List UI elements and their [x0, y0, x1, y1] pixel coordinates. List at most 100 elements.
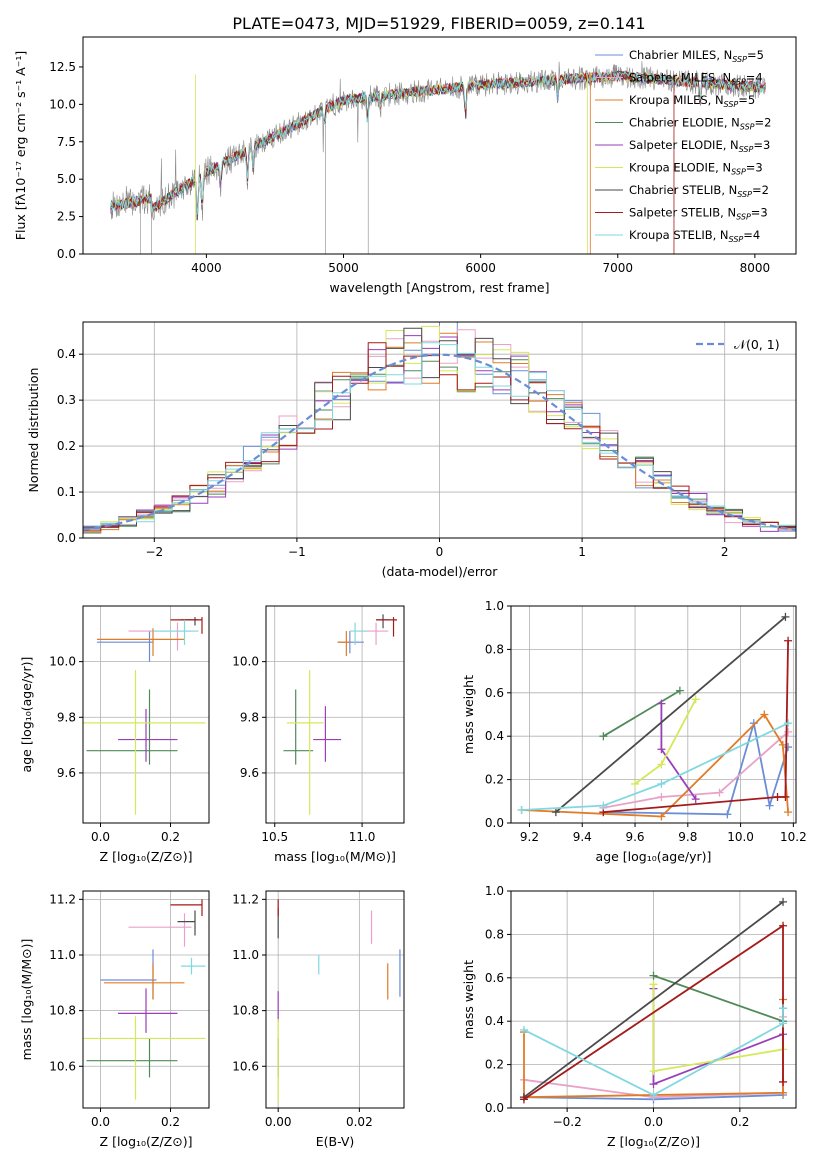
- x-tick-label: 0.2: [161, 1115, 180, 1129]
- legend-label-4: Salpeter ELODIE, NSSP=3: [629, 138, 770, 154]
- y-tick-label: 0.0: [485, 1101, 504, 1115]
- plot-area: [83, 322, 796, 538]
- panel-z_weight: −0.2 0.0 0.2 0.0 0.2 0.4 0.6 0.8 1.0 Z [log₁₀(Z/Z…: [461, 884, 797, 1149]
- legend-label-1: Salpeter MILES, NSSP=4: [629, 71, 763, 87]
- x-tick-label: 0.00: [265, 1115, 292, 1129]
- x-tick-label: 0: [436, 545, 444, 559]
- y-tick-label: 0.4: [485, 1014, 504, 1028]
- plot-area: [283, 614, 398, 815]
- y-tick-label: 0.8: [485, 927, 504, 941]
- legend-nssp: =2: [755, 116, 772, 130]
- legend-nssp: =2: [752, 183, 769, 197]
- axes-frame: [265, 890, 405, 1109]
- legend-label-0: Chabrier MILES, NSSP=5: [629, 48, 764, 64]
- weight-marker-5: [649, 980, 658, 989]
- y-tick-label: 0.4: [57, 347, 76, 361]
- panel-spectrum: 4000 5000 6000 7000 8000 0.0 2.5 5.0 7.5 10.0 12.5…: [13, 36, 797, 295]
- x-axis-label: mass [log₁₀(M/M⊙)]: [274, 849, 396, 864]
- y-tick-label: 0.0: [57, 247, 76, 261]
- x-tick-label: 0.02: [346, 1115, 373, 1129]
- x-tick-label: 4000: [191, 261, 222, 275]
- legend-nssp: =5: [738, 93, 755, 107]
- legend-model-name: Salpeter STELIB, N: [629, 206, 736, 220]
- legend-subscript: SSP: [724, 100, 739, 109]
- x-tick-label: 7000: [602, 261, 633, 275]
- weight-marker-8: [599, 801, 608, 810]
- y-tick-label: 11.2: [49, 892, 76, 906]
- x-tick-label: 0.0: [644, 1115, 663, 1129]
- weight-line-7: [603, 640, 789, 813]
- panel-z_mass: 0.0 0.2 10.6 10.8 11.0 11.2 Z [log₁₀(Z/Z⊙)] mas…: [19, 890, 210, 1149]
- weight-marker-5: [649, 1067, 658, 1076]
- legend-model-name: Kroupa STELIB, N: [629, 228, 729, 242]
- axes-frame: [510, 605, 797, 824]
- legend-model-name: Salpeter MILES, N: [629, 71, 731, 85]
- x-tick-label: 6000: [465, 261, 496, 275]
- y-tick-label: 9.6: [57, 766, 76, 780]
- plot-area: [519, 897, 788, 1104]
- legend-model-name: Chabrier ELODIE, N: [629, 116, 740, 130]
- y-tick-label: 0.2: [485, 1058, 504, 1072]
- y-axis-label: mass [log₁₀(M/M⊙)]: [19, 939, 34, 1061]
- weight-line-4: [652, 988, 784, 1086]
- y-tick-label: 0.2: [57, 439, 76, 453]
- axes-frame: [82, 605, 210, 824]
- weight-line-1: [603, 731, 789, 809]
- legend-subscript: SSP: [732, 55, 747, 64]
- weight-marker-1: [657, 792, 666, 801]
- panel-age_weight: 9.2 9.4 9.6 9.8 10.0 10.2 0.0 0.2 0.4 0.6 0.8 1.0 ag…: [461, 599, 807, 864]
- legend-subscript: SSP: [739, 145, 754, 154]
- weight-marker-7: [773, 792, 782, 801]
- weight-marker-8: [517, 805, 526, 814]
- y-tick-label: 0.3: [57, 393, 76, 407]
- weight-line-3: [602, 689, 681, 737]
- x-tick-label: −2: [145, 545, 163, 559]
- panel-z_age: 0.0 0.2 9.6 9.8 10.0 Z [log₁₀(Z/Z⊙)] age [log₁…: [19, 605, 210, 864]
- plot-area: [277, 899, 401, 1103]
- weight-marker-4: [649, 1080, 658, 1089]
- y-tick-label: 10.6: [49, 1059, 76, 1073]
- legend-subscript: SSP: [731, 78, 746, 87]
- weight-marker-7: [784, 636, 793, 645]
- weight-marker-3: [599, 732, 608, 741]
- y-tick-label: 10.0: [232, 655, 259, 669]
- y-tick-label: 10.6: [232, 1059, 259, 1073]
- plot-area: [83, 617, 206, 815]
- weight-marker-2: [784, 808, 793, 817]
- y-axis-label: Normed distribution: [26, 368, 41, 493]
- y-tick-label: 0.6: [485, 686, 504, 700]
- y-tick-label: 0.8: [485, 642, 504, 656]
- weight-line-8: [521, 722, 789, 811]
- weight-marker-0: [723, 810, 732, 819]
- normal-reference-curve: [83, 353, 796, 531]
- x-tick-label: 2: [721, 545, 729, 559]
- y-axis-label: age [log₁₀(age/yr)]: [19, 657, 34, 773]
- weight-marker-4: [657, 699, 666, 708]
- x-tick-label: −0.2: [553, 1115, 582, 1129]
- x-tick-label: 11.0: [349, 830, 376, 844]
- panel-residuals: −2 −1 0 1 2 0.0 0.1 0.2 0.3 0.4 (data-model)/error…: [26, 321, 797, 579]
- y-tick-label: 0.1: [57, 485, 76, 499]
- x-tick-label: 0.2: [730, 1115, 749, 1129]
- weight-marker-4: [691, 795, 700, 804]
- y-axis-label: mass weight: [461, 960, 476, 1039]
- weight-marker-5: [657, 760, 666, 769]
- weight-marker-5: [691, 695, 700, 704]
- y-tick-label: 9.6: [240, 766, 259, 780]
- y-tick-label: 10.0: [49, 97, 76, 111]
- weight-marker-7: [519, 1095, 528, 1104]
- weight-marker-8: [657, 779, 666, 788]
- histogram-7: [83, 342, 796, 538]
- y-tick-label: 11.2: [232, 892, 259, 906]
- axes-frame: [82, 36, 797, 255]
- weight-marker-3: [675, 686, 684, 695]
- x-tick-label: 1: [578, 545, 586, 559]
- weight-line-8: [523, 1008, 784, 1097]
- legend-subscript: SSP: [729, 235, 744, 244]
- legend-nssp: =3: [753, 138, 770, 152]
- x-axis-label: Z [log₁₀(Z/Z⊙)]: [100, 849, 193, 864]
- y-tick-label: 0.0: [485, 816, 504, 830]
- x-tick-label: 9.2: [520, 830, 539, 844]
- x-tick-label: 8000: [740, 261, 771, 275]
